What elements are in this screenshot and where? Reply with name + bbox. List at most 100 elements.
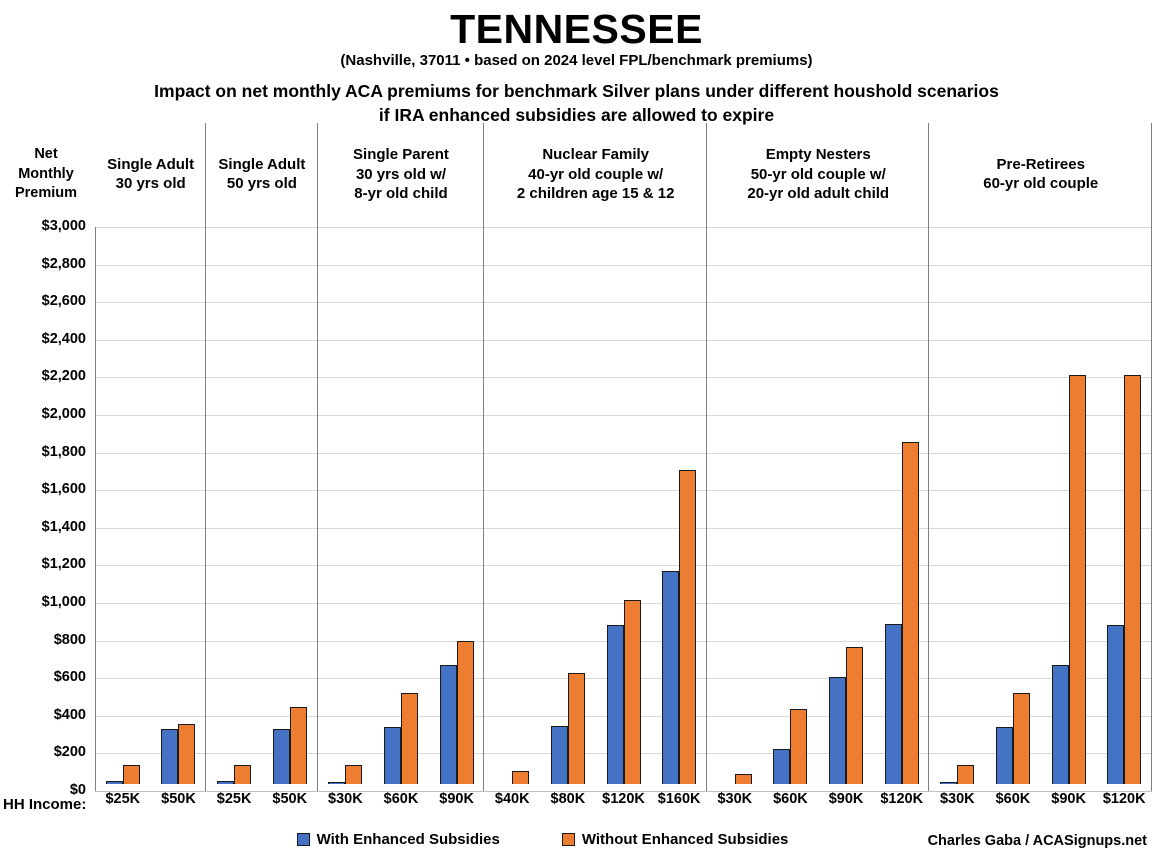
y-tick-label: $800: [53, 631, 86, 648]
page-subtitle: (Nashville, 37011 • based on 2024 level …: [340, 52, 813, 69]
y-tick-label: $600: [53, 669, 86, 686]
group-separator: [205, 123, 207, 791]
bar-with-enhanced: [383, 727, 401, 785]
scenario-group: Single Adult 30 yrs old $25K $50K: [95, 123, 207, 817]
gridline: [95, 603, 1152, 604]
bar-without-enhanced: [957, 764, 975, 785]
y-tick-label: $2,600: [41, 293, 86, 310]
x-tick-label: $160K: [657, 791, 701, 808]
bar-without-enhanced: [1068, 375, 1086, 785]
scenario-group: Empty Nesters 50-yr old couple w/ 20-yr …: [707, 123, 930, 817]
group-income-labels: $30K $60K $90K: [318, 784, 485, 817]
bar-without-enhanced: [790, 709, 808, 785]
bar-with-enhanced: [940, 782, 958, 785]
income-category: [651, 226, 707, 785]
chart-area: Net Monthly Premium $3,000 $2,800 $2,600 $2…: [0, 123, 1153, 823]
y-tick-label: $2,800: [41, 255, 86, 272]
y-tick-label: $0: [69, 782, 86, 798]
legend-swatch-blue-icon: [296, 833, 310, 846]
income-category: [707, 226, 763, 785]
x-tick-label: $60K: [383, 791, 419, 808]
x-tick-label: $90K: [1051, 791, 1086, 808]
page-title: TENNESSEE: [450, 6, 703, 52]
gridline: [95, 415, 1152, 416]
bar-with-enhanced: [606, 624, 624, 785]
income-category: [262, 226, 318, 785]
group-header-label: Pre-Retirees 60-yr old couple: [983, 155, 1099, 193]
bar-with-enhanced: [662, 571, 680, 785]
scenario-group: Single Adult 50 yrs old $25K $50K: [206, 123, 318, 817]
income-category: [429, 226, 485, 785]
bar-with-enhanced: [1051, 664, 1069, 785]
bar-without-enhanced: [567, 672, 585, 785]
income-category: [373, 226, 429, 785]
scenario-group: Pre-Retirees 60-yr old couple $30K $60K $90…: [929, 123, 1153, 817]
group-plot: [318, 226, 485, 785]
income-category: [95, 226, 151, 785]
gridline: [95, 264, 1152, 266]
gridline: [95, 339, 1152, 341]
income-category: [985, 226, 1041, 785]
x-axis-title: HH Income:: [3, 796, 87, 813]
scenario-group: Nuclear Family 40-yr old couple w/ 2 chi…: [484, 123, 707, 817]
group-header-label: Nuclear Family 40-yr old couple w/ 2 chi…: [516, 145, 675, 203]
bar-with-enhanced: [773, 749, 791, 785]
income-category: [540, 226, 596, 785]
x-tick-label: $60K: [995, 791, 1031, 808]
group-income-labels: $40K $80K $120K $160K: [484, 784, 707, 817]
group-separator: [705, 123, 707, 791]
y-tick-label: $2,000: [41, 406, 86, 422]
bar-with-enhanced: [161, 728, 179, 785]
group-header-label: Single Adult 30 yrs old: [107, 155, 195, 193]
bar-with-enhanced: [884, 624, 902, 785]
bar-without-enhanced: [234, 764, 252, 785]
income-category: [929, 226, 985, 785]
bar-without-enhanced: [456, 641, 474, 785]
group-income-labels: $30K $60K $90K $120K: [707, 784, 930, 817]
y-tick-label: $2,200: [41, 368, 86, 385]
bar-without-enhanced: [846, 647, 864, 785]
gridline: [95, 452, 1152, 454]
bar-without-enhanced: [178, 723, 196, 785]
legend-label: Without Enhanced Subsidies: [581, 831, 789, 848]
group-separator: [1151, 123, 1153, 791]
bar-without-enhanced: [1124, 375, 1142, 785]
gridline: [95, 227, 1152, 228]
group-plot: [484, 226, 707, 785]
bar-with-enhanced: [1107, 625, 1125, 785]
y-tick-label: $1,200: [41, 556, 86, 573]
bar-with-enhanced: [328, 782, 346, 785]
gridline: [95, 377, 1152, 379]
group-plot: [95, 226, 207, 785]
chart-heading-line1: Impact on net monthly ACA premiums for b…: [154, 81, 999, 101]
gridline: [95, 791, 1152, 792]
y-tick-label: $1,600: [41, 481, 86, 498]
group-plot: [707, 226, 930, 785]
group-separator: [928, 123, 930, 791]
y-tick-label: $1,000: [41, 594, 86, 610]
legend-swatch-orange-icon: [561, 833, 575, 846]
x-tick-label: $25K: [216, 791, 252, 808]
bar-with-enhanced: [550, 726, 568, 785]
bar-groups: Single Adult 30 yrs old $25K $50K Single Ad…: [95, 123, 1153, 817]
income-category: [818, 226, 874, 785]
x-tick-label: $30K: [717, 791, 753, 808]
bar-with-enhanced: [829, 677, 847, 785]
x-tick-label: $30K: [328, 791, 363, 808]
bar-without-enhanced: [512, 771, 530, 785]
group-separator: [483, 123, 485, 791]
income-category: [151, 226, 207, 785]
group-header-label: Single Parent 30 yrs old w/ 8-yr old chi…: [353, 145, 449, 203]
credit-text: Charles Gaba / ACASignups.net: [927, 833, 1147, 849]
x-tick-label: $90K: [828, 791, 864, 808]
y-tick-label: $200: [53, 744, 86, 761]
bar-without-enhanced: [289, 707, 307, 785]
bar-without-enhanced: [734, 774, 752, 785]
gridline: [95, 527, 1152, 529]
legend-label: With Enhanced Subsidies: [316, 831, 500, 848]
income-category: [763, 226, 819, 785]
x-tick-label: $25K: [105, 791, 141, 808]
x-tick-label: $30K: [939, 791, 975, 808]
gridline: [95, 302, 1152, 304]
chart-heading-line2: if IRA enhanced subsidies are allowed to…: [378, 104, 775, 125]
